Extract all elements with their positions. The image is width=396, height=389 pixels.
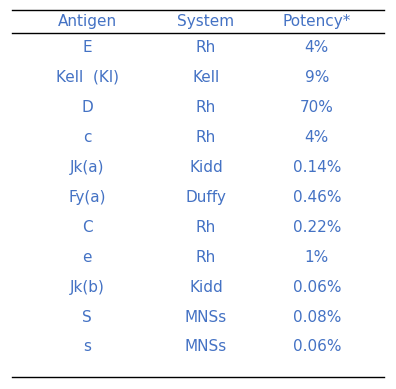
Text: 0.06%: 0.06% [293,340,341,354]
Text: 0.08%: 0.08% [293,310,341,324]
Text: Rh: Rh [196,40,216,55]
Text: Jk(b): Jk(b) [70,280,105,294]
Text: Rh: Rh [196,130,216,145]
Text: s: s [83,340,91,354]
Text: c: c [83,130,91,145]
Text: MNSs: MNSs [185,340,227,354]
Text: 9%: 9% [305,70,329,85]
Text: 0.22%: 0.22% [293,220,341,235]
Text: Fy(a): Fy(a) [69,190,106,205]
Text: S: S [82,310,92,324]
Text: 4%: 4% [305,130,329,145]
Text: E: E [82,40,92,55]
Text: Kell: Kell [192,70,219,85]
Text: C: C [82,220,92,235]
Text: 0.46%: 0.46% [293,190,341,205]
Text: Jk(a): Jk(a) [70,160,105,175]
Text: 70%: 70% [300,100,334,115]
Text: Rh: Rh [196,250,216,265]
Text: Duffy: Duffy [185,190,227,205]
Text: Rh: Rh [196,100,216,115]
Text: Kell  (Kl): Kell (Kl) [55,70,119,85]
Text: 4%: 4% [305,40,329,55]
Text: 1%: 1% [305,250,329,265]
Text: Kidd: Kidd [189,160,223,175]
Text: Rh: Rh [196,220,216,235]
Text: 0.06%: 0.06% [293,280,341,294]
Text: System: System [177,14,234,29]
Text: MNSs: MNSs [185,310,227,324]
Text: 0.14%: 0.14% [293,160,341,175]
Text: Potency*: Potency* [283,14,351,29]
Text: D: D [81,100,93,115]
Text: e: e [82,250,92,265]
Text: Antigen: Antigen [57,14,117,29]
Text: Kidd: Kidd [189,280,223,294]
